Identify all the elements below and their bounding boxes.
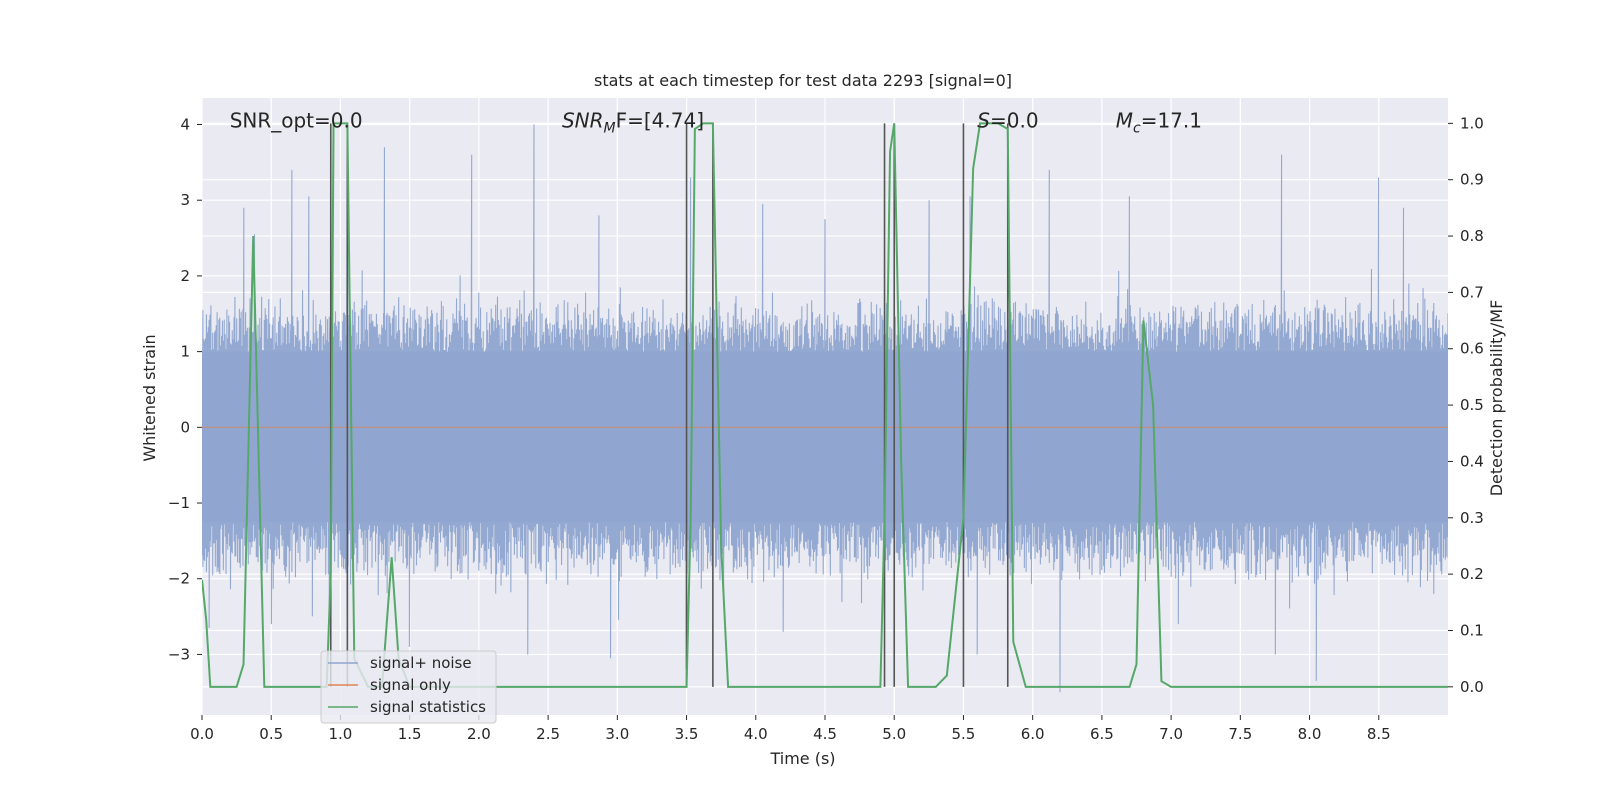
series-group	[202, 122, 1448, 693]
legend: signal+ noise signal only signal statist…	[320, 650, 497, 724]
chart-title: stats at each timestep for test data 229…	[594, 71, 1012, 90]
annotation-s-rest: =0.0	[990, 109, 1039, 133]
annotation-snr-mf: SNRMF=[4.74]	[562, 109, 704, 137]
y2-axis-label: Detection probability/MF	[1487, 300, 1506, 497]
legend-label-statistics: signal statistics	[370, 698, 486, 716]
x-tick-label: 5.5	[952, 725, 976, 743]
y2-tick-label: 0.1	[1460, 621, 1484, 639]
y-axis-right: 0.0 0.1 0.2 0.3 0.4 0.5 0.6 0.7 0.8 0.9 1.0	[1448, 114, 1484, 696]
annotation-snr-mf-rest: F=[4.74]	[616, 109, 704, 133]
x-axis: 0.0 0.5 1.0 1.5 2.0 2.5 3.0 3.5 4.0 4.5 5.0 5.5 6.0 6…	[190, 715, 1391, 743]
plot-area	[201, 98, 1448, 715]
series-signal-statistics	[202, 122, 1448, 688]
annotation-s: S=0.0	[977, 109, 1038, 133]
annotation-mc-rest: =17.1	[1141, 109, 1202, 133]
y-tick-label: −3	[168, 645, 190, 663]
y2-tick-label: 0.8	[1460, 227, 1484, 245]
y2-tick-label: 1.0	[1460, 114, 1484, 132]
x-tick-label: 0.5	[259, 725, 283, 743]
y-tick-label: 1	[180, 343, 190, 361]
x-tick-label: 3.0	[605, 725, 629, 743]
y-tick-label: −2	[168, 570, 190, 588]
x-tick-label: 7.0	[1159, 725, 1183, 743]
legend-box	[320, 650, 497, 724]
x-tick-label: 4.0	[744, 725, 768, 743]
x-tick-label: 2.0	[467, 725, 491, 743]
annotation-snr-mf-sub: M	[604, 121, 616, 137]
x-tick-label: 2.5	[536, 725, 560, 743]
y2-tick-label: 0.9	[1460, 171, 1484, 189]
x-tick-label: 4.5	[813, 725, 837, 743]
annotation-mc-sub: c	[1133, 121, 1141, 137]
y2-tick-label: 0.2	[1460, 565, 1484, 583]
x-tick-label: 5.0	[882, 725, 906, 743]
x-tick-label: 0.0	[190, 725, 214, 743]
y-tick-label: 3	[180, 191, 190, 209]
x-tick-label: 8.5	[1367, 725, 1391, 743]
x-tick-label: 6.0	[1021, 725, 1045, 743]
y2-tick-label: 0.7	[1460, 283, 1484, 301]
y-axis-label: Whitened strain	[140, 334, 159, 461]
annotation-mc: Mc=17.1	[1116, 109, 1202, 137]
legend-label-noise: signal+ noise	[370, 654, 472, 672]
annotations: SNR_opt=0.0 SNRMF=[4.74] S=0.0 Mc=17.1	[230, 109, 1202, 137]
annotation-snr-mf-main: SNR	[562, 109, 604, 133]
x-axis-label: Time (s)	[769, 749, 835, 768]
annotation-s-main: S	[977, 109, 990, 133]
x-tick-label: 1.5	[398, 725, 422, 743]
annotation-snr-opt: SNR_opt=0.0	[230, 109, 363, 133]
y2-tick-label: 0.3	[1460, 509, 1484, 527]
y2-tick-label: 0.5	[1460, 396, 1484, 414]
x-tick-label: 7.5	[1228, 725, 1252, 743]
x-tick-label: 6.5	[1090, 725, 1114, 743]
y2-tick-label: 0.4	[1460, 452, 1484, 470]
y-axis-left: −3 −2 −1 0 1 2 3 4	[168, 115, 202, 663]
series-signal-noise-band	[202, 351, 1448, 522]
x-tick-label: 8.0	[1298, 725, 1322, 743]
y2-tick-label: 0.0	[1460, 678, 1484, 696]
x-tick-label: 3.5	[675, 725, 699, 743]
annotation-mc-main: M	[1116, 109, 1133, 133]
y-tick-label: 4	[180, 115, 190, 133]
y2-tick-label: 0.6	[1460, 340, 1484, 358]
legend-label-signal-only: signal only	[370, 676, 451, 694]
y-tick-label: −1	[168, 494, 190, 512]
y-tick-label: 0	[180, 418, 190, 436]
y-tick-label: 2	[180, 267, 190, 285]
x-tick-label: 1.0	[329, 725, 353, 743]
